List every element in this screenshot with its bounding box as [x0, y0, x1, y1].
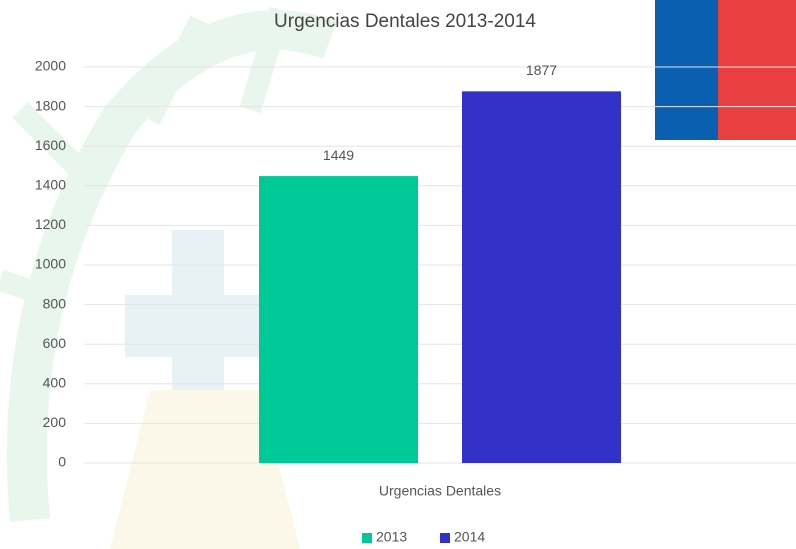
legend-label: 2014 — [454, 529, 485, 545]
bar — [462, 91, 621, 463]
data-label: 1449 — [323, 147, 354, 163]
bar — [259, 176, 418, 463]
flag-red — [718, 0, 796, 140]
flag-blue — [655, 0, 718, 140]
chart: Urgencias Dentales 2013-2014 0 200 400 600 8… — [0, 0, 796, 549]
y-tick-label: 200 — [43, 414, 67, 430]
y-tick-label: 1800 — [35, 97, 66, 113]
data-label: 1877 — [526, 62, 557, 78]
y-tick-label: 1000 — [35, 256, 66, 272]
legend-swatch — [440, 533, 450, 543]
y-tick-label: 1600 — [35, 137, 66, 153]
y-tick-label: 800 — [43, 295, 67, 311]
y-tick-label: 0 — [58, 454, 66, 470]
y-tick-label: 2000 — [35, 58, 66, 74]
y-tick-label: 400 — [43, 375, 67, 391]
y-tick-label: 1400 — [35, 177, 66, 193]
y-tick-label: 1200 — [35, 216, 66, 232]
chart-title: Urgencias Dentales 2013-2014 — [274, 11, 536, 32]
legend-swatch — [362, 533, 372, 543]
flag — [655, 0, 796, 140]
legend-label: 2013 — [376, 529, 407, 545]
y-tick-label: 600 — [43, 335, 67, 351]
x-tick-label: Urgencias Dentales — [379, 483, 501, 499]
page: Urgencias Dentales 2013-2014 0 200 400 600 8… — [0, 0, 796, 549]
